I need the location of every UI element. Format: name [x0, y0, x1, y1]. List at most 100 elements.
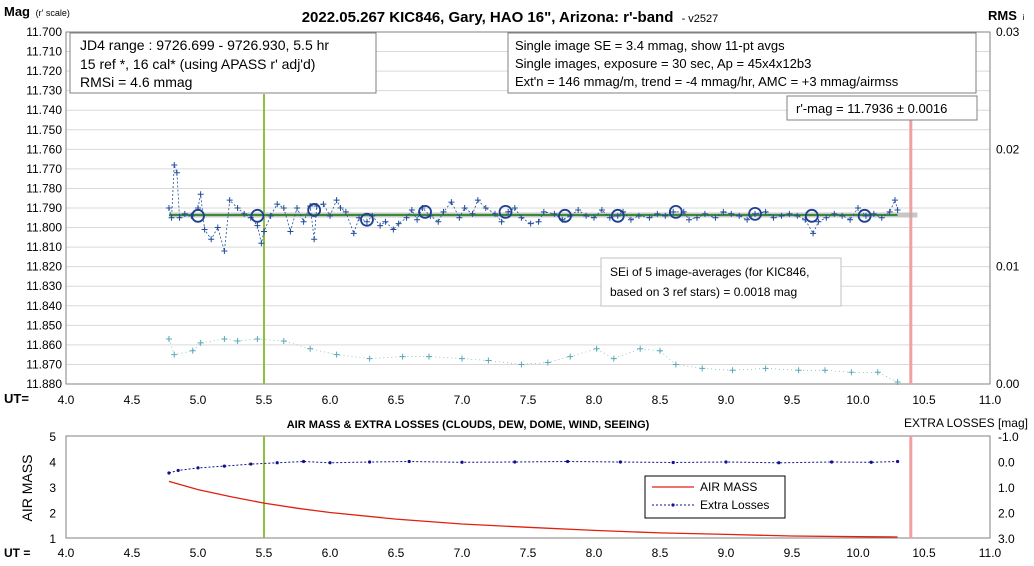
extra-losses-line: [168, 460, 898, 474]
rms-point: [795, 367, 802, 374]
top-x-tick-label: 8.0: [586, 393, 603, 407]
bottom-y-tick-label: 1: [49, 532, 56, 546]
y2-axis-label: RMS i: [988, 8, 1025, 23]
top-x-tick-label: 11.0: [979, 393, 1002, 407]
average-point: [191, 208, 205, 223]
mag-point: [390, 226, 397, 233]
mag-point: [201, 226, 208, 233]
extra-losses-point: [724, 460, 728, 464]
rms-point: [874, 369, 881, 376]
y2-axis-label-sub: i: [1023, 13, 1025, 22]
bottom-x-tick-label: 5.0: [190, 546, 207, 560]
bottom-x-tick-label: 9.0: [718, 546, 735, 560]
rms-series-line: [168, 338, 898, 383]
bottom-y-tick-label: 5: [49, 430, 56, 444]
mag-point: [878, 214, 885, 221]
bottom-x-tick-label: 8.5: [652, 546, 669, 560]
mag-point: [173, 169, 180, 176]
rms-point: [165, 336, 172, 343]
info-box-1-line-2: 15 ref *, 16 cal* (using APASS r' adj'd): [80, 56, 315, 72]
extra-losses-point: [869, 460, 873, 464]
mag-point: [551, 210, 558, 217]
mag-point: [176, 214, 183, 221]
chart-title: 2022.05.267 KIC846, Gary, HAO 16", Arizo…: [302, 9, 719, 26]
mag-point: [535, 218, 542, 225]
mag-point: [498, 218, 505, 225]
mag-point: [208, 236, 215, 243]
extra-losses-point: [618, 460, 623, 464]
mag-point: [839, 212, 846, 219]
mag-point: [810, 230, 817, 237]
top-y-tick-label: 11.720: [26, 64, 62, 78]
top-x-tick-label: 9.0: [718, 393, 735, 407]
sei-box: [600, 257, 842, 307]
mag-point: [287, 228, 294, 235]
mag-box-text: r'-mag = 11.7936 ± 0.0016: [796, 101, 947, 116]
bottom-y2-tick-label: 2.0: [998, 507, 1015, 521]
mag-point: [635, 212, 642, 219]
top-y-tick-label: 11.840: [26, 299, 62, 313]
info-box-2-line-2: Single images, exposure = 30 sec, Ap = 4…: [515, 56, 811, 71]
average-point: [610, 208, 625, 223]
mag-point: [847, 216, 854, 223]
mag-point: [435, 218, 442, 225]
mag-point: [461, 205, 468, 211]
mag-point: [456, 214, 463, 221]
chart-title-main: 2022.05.267 KIC846, Gary, HAO 16", Arizo…: [302, 9, 674, 26]
extra-losses-point: [222, 464, 226, 468]
extra-losses-point: [830, 460, 834, 464]
mag-point: [712, 214, 719, 221]
bottom-chart-title: AIR MASS & EXTRA LOSSES (CLOUDS, DEW, DO…: [287, 419, 650, 431]
bottom-tick-labels: 1 2 3 4 5 -1.0 0.0 1.0 2.0 3.0 4.0 4.5 5.0 5.5 6.0 6.5 7…: [49, 430, 1019, 560]
rms-point: [729, 367, 736, 374]
info-box-1-line-1: JD4 range : 9726.699 - 9726.930, 5.5 hr: [80, 37, 329, 53]
top-x-tick-label: 6.5: [388, 393, 405, 407]
extra-losses-point: [368, 460, 372, 464]
mag-point: [474, 197, 481, 204]
mag-point: [448, 199, 455, 206]
info-box-2: [507, 32, 977, 94]
top-y2-tick-label: 0.01: [996, 260, 1020, 274]
bottom-x-tick-label: 9.5: [784, 546, 801, 560]
sei-box-line-1: SEi of 5 image-averages (for KIC846,: [610, 265, 809, 279]
bottom-x-tick-label: 11.0: [979, 546, 1002, 560]
mag-point: [469, 210, 476, 217]
mag-point: [686, 216, 693, 223]
bottom-x-tick-label: 4.0: [58, 546, 75, 560]
mag-point: [261, 228, 267, 235]
top-x-tick-label: 8.5: [652, 393, 669, 407]
rms-point: [197, 339, 204, 346]
mag-point: [527, 220, 534, 227]
top-x-tick-label: 5.5: [256, 393, 273, 407]
mag-point: [862, 212, 869, 219]
rms-point: [333, 351, 340, 358]
mag-point: [181, 210, 188, 217]
average-point: [558, 208, 572, 223]
bottom-y2-tick-label: -1.0: [998, 430, 1019, 444]
mag-point: [583, 212, 590, 219]
extra-losses-point: [328, 461, 332, 465]
top-x-tick-label: 10.5: [912, 393, 936, 407]
extra-losses-point: [460, 460, 464, 464]
rms-point: [848, 369, 855, 376]
mag-point: [377, 222, 384, 229]
top-y-tick-label: 11.760: [26, 142, 62, 156]
mag-point: [197, 191, 204, 198]
mag-point: [728, 210, 735, 217]
bottom-x-tick-label: 7.5: [520, 546, 537, 560]
info-box-1-line-3: RMSi = 4.6 mmag: [80, 74, 192, 90]
mag-point: [794, 212, 801, 219]
bottom-y-axis-label: AIR MASS: [19, 455, 35, 522]
y-axis-label: Mag (r' scale): [4, 4, 70, 19]
bottom-x-axis-prefix: UT =: [4, 546, 30, 560]
x-axis-prefix: UT=: [4, 391, 29, 406]
rms-point: [307, 345, 314, 352]
rms-point: [894, 379, 901, 386]
top-y-tick-label: 11.780: [26, 181, 62, 195]
mag-point: [894, 206, 901, 213]
mag-point: [311, 236, 318, 243]
mag-point: [342, 208, 349, 215]
legend-extra-marker: [671, 503, 675, 507]
rms-point: [280, 337, 287, 344]
